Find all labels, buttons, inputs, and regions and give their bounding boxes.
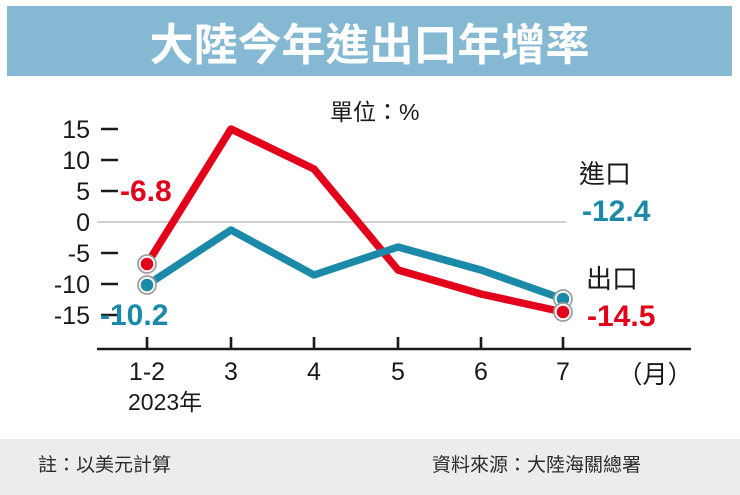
svg-text:-6.8: -6.8	[120, 175, 172, 208]
svg-text:（月）: （月）	[617, 361, 692, 389]
svg-text:-10: -10	[54, 271, 90, 299]
svg-text:15: 15	[62, 116, 90, 144]
svg-text:單位：%: 單位：%	[330, 99, 419, 125]
svg-text:0: 0	[76, 209, 90, 237]
svg-text:-5: -5	[68, 240, 90, 268]
svg-text:6: 6	[474, 358, 488, 386]
svg-text:進口: 進口	[579, 159, 631, 189]
svg-text:5: 5	[76, 178, 90, 206]
svg-text:3: 3	[224, 358, 238, 386]
svg-text:出口: 出口	[586, 264, 638, 294]
svg-text:5: 5	[391, 358, 405, 386]
svg-text:-10.2: -10.2	[100, 299, 168, 332]
svg-text:10: 10	[62, 147, 90, 175]
svg-text:4: 4	[307, 358, 321, 386]
svg-text:-15: -15	[54, 302, 90, 330]
svg-text:7: 7	[556, 358, 570, 386]
svg-text:2023年: 2023年	[128, 389, 202, 415]
svg-text:1-2: 1-2	[129, 358, 165, 386]
svg-text:-12.4: -12.4	[582, 195, 651, 228]
svg-text:-14.5: -14.5	[587, 300, 655, 333]
